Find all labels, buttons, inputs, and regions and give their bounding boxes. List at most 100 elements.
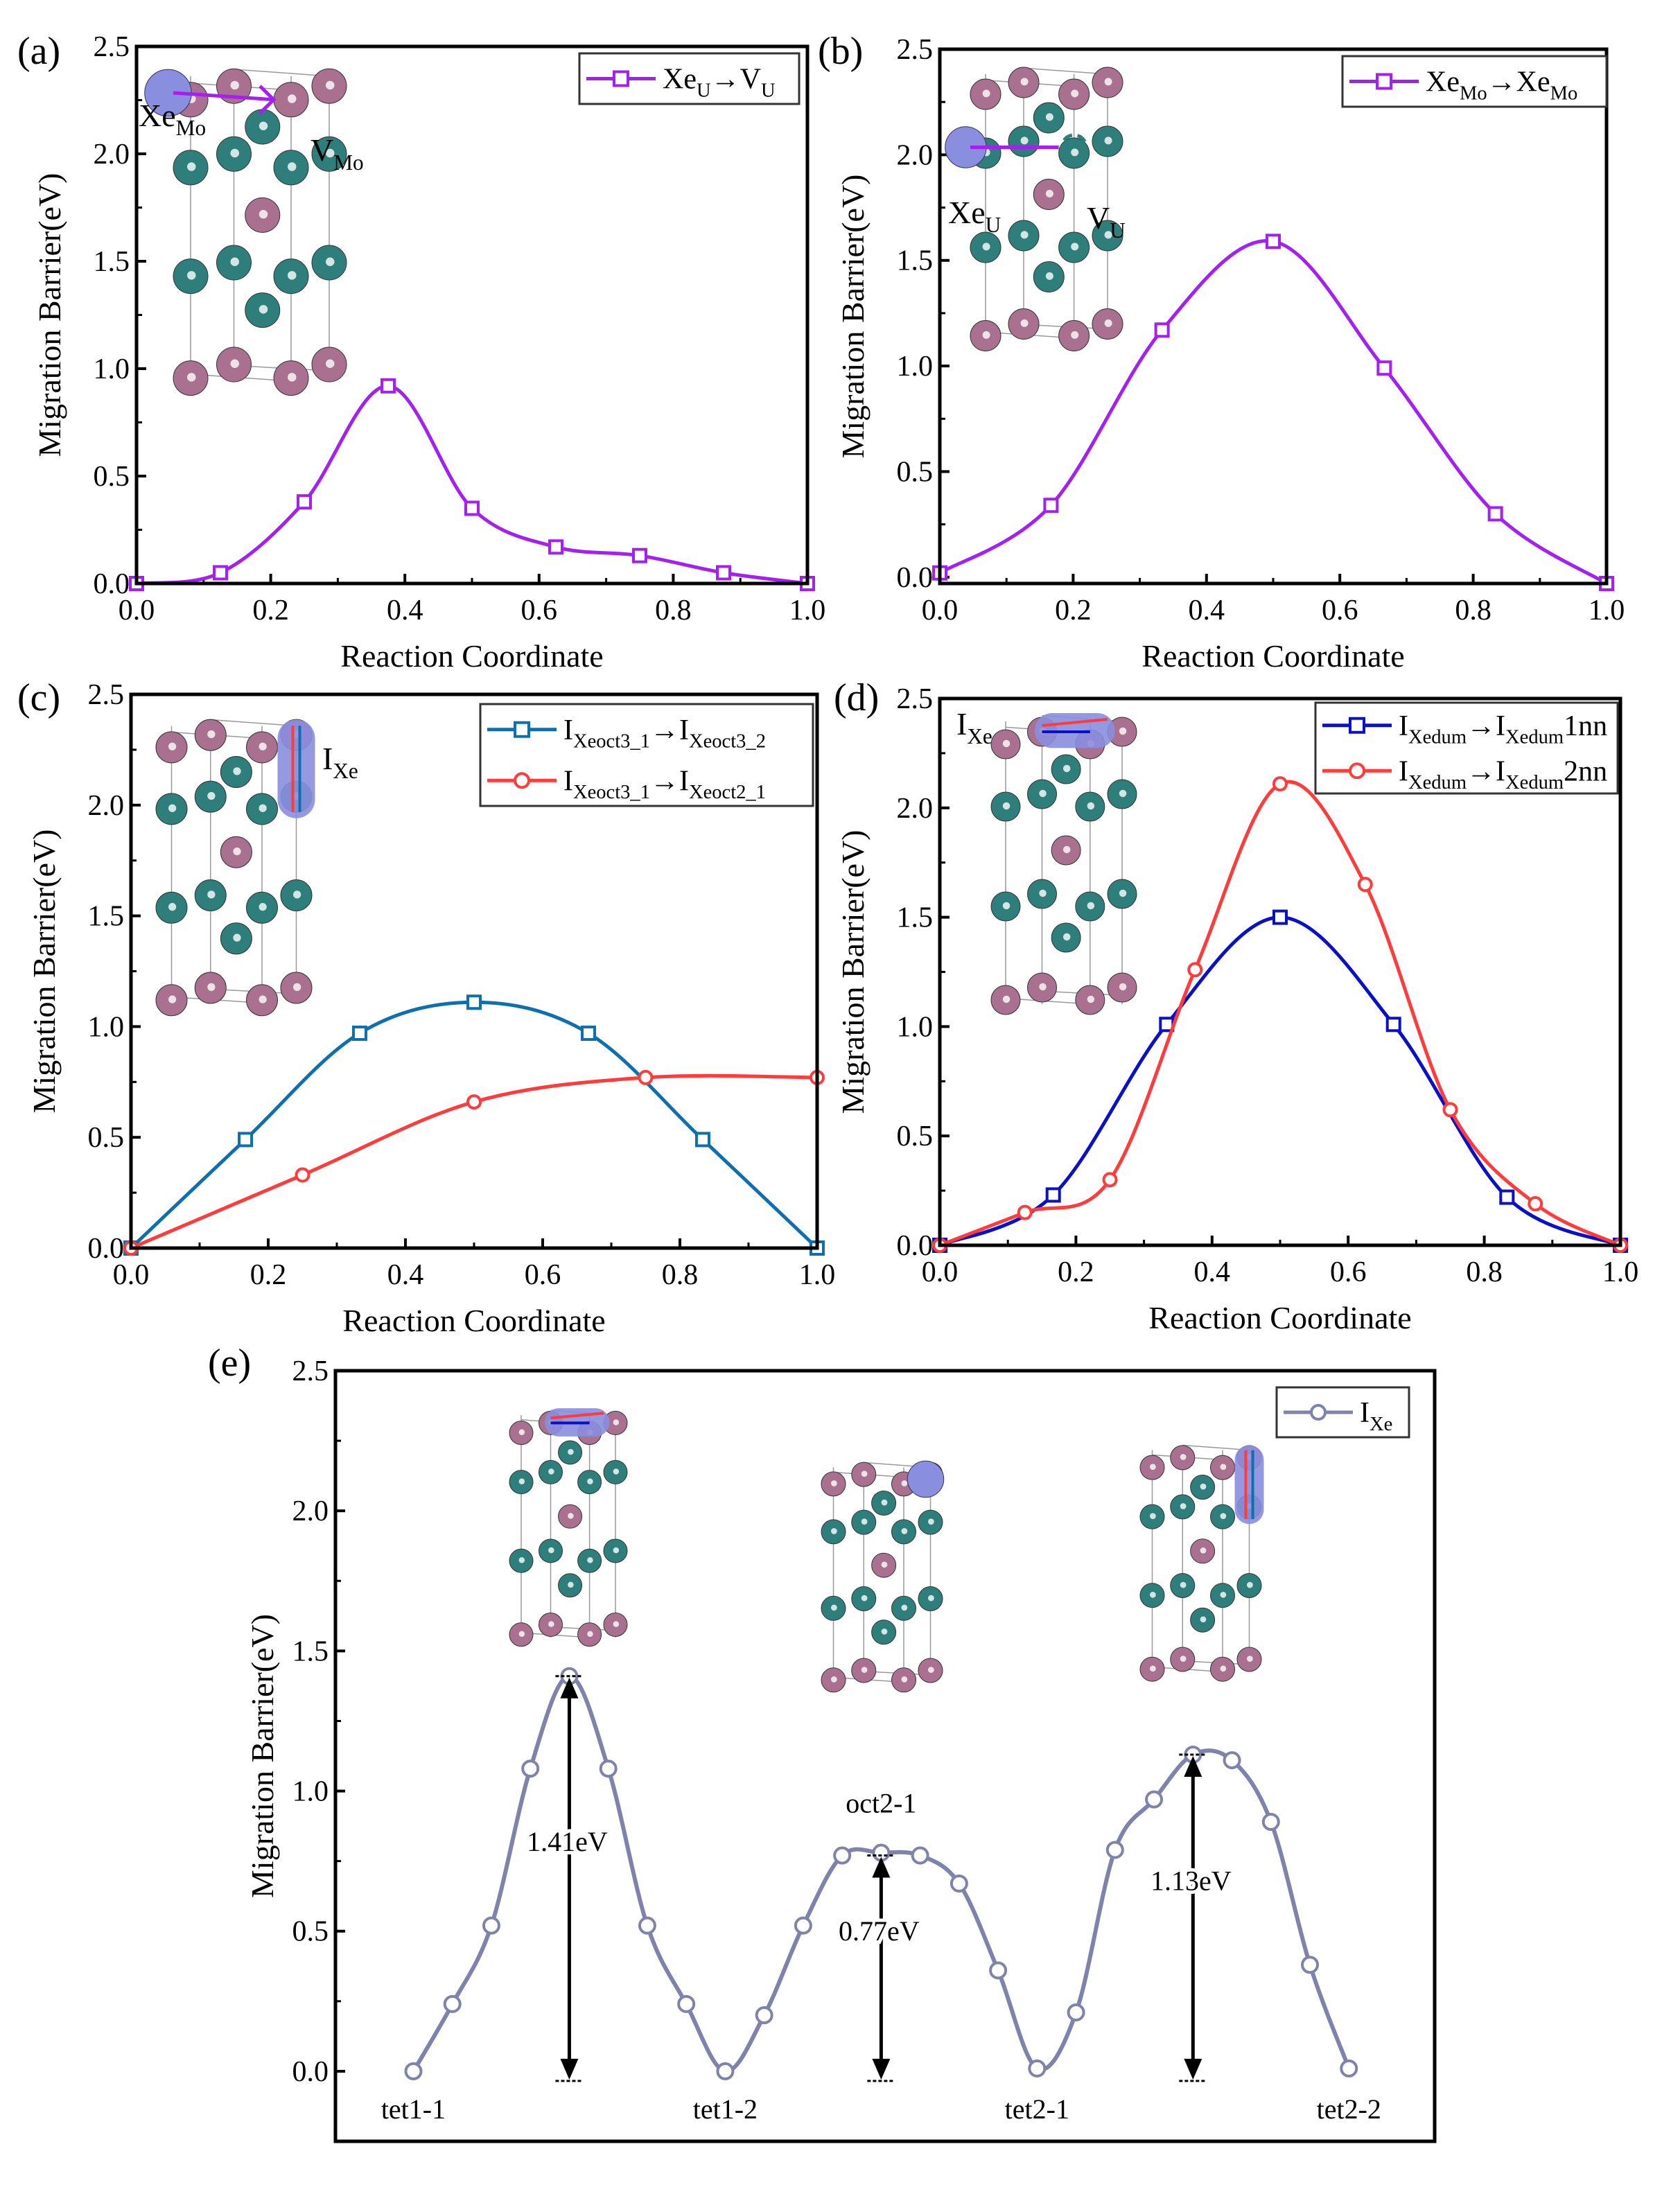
data-point-square [351,1025,367,1041]
crystal-structure-inset [155,719,315,1017]
y-tick-label: 0.5 [94,461,130,493]
atom-highlight [1104,137,1112,145]
y-tick-label: 2.0 [897,139,934,171]
y-tick-label: 0.5 [897,1121,934,1152]
text-segment: →I [650,714,689,746]
legend-label: XeMo→XeMo [1426,67,1577,105]
atom-highlight [288,373,297,382]
panel-e: (e) 0.0 0.5 1.0 1.5 2.0 2.5 Reaction Coordinate… [208,1342,1437,2212]
atom-highlight [1104,319,1112,327]
atom-highlight [518,1478,525,1484]
migration-arrow-icon [173,85,277,115]
atom-highlight [187,271,196,280]
atom-highlight [168,804,177,812]
atom-highlight [1071,243,1079,251]
data-point-square [1045,1187,1061,1203]
x-tick-label: 0.6 [521,595,558,626]
atom-highlight [1087,995,1095,1003]
x-axis-title: Reaction Coordinate [342,1303,605,1338]
y-axis-title: Migration Barrier(eV) [835,174,871,458]
data-point-circle [1187,962,1203,978]
data-point-circle [833,1846,852,1865]
data-point-circle [638,1069,654,1085]
atom-highlight [587,1631,593,1638]
atom-highlight [901,1604,908,1611]
x-tick-label: 0.4 [387,595,423,626]
atom-highlight [587,1478,593,1484]
x-tick-label: 0.0 [119,595,155,626]
text-segment: I [956,706,967,741]
atom-highlight [1045,272,1053,280]
data-point-circle [638,1916,656,1935]
series-line [136,384,808,586]
data-point-square [1154,322,1170,338]
series-steelblue [123,994,825,1256]
atom-highlight [901,1676,908,1683]
x-tick-label: 0.6 [525,1259,561,1291]
data-point-square [1376,73,1392,90]
atom-highlight [982,331,990,339]
inset-label: VMo [310,132,364,175]
text-segment: Xe [139,98,176,133]
atom-highlight [326,148,335,158]
data-point-square [716,565,731,581]
data-point-square [464,500,480,516]
y-tick-label: 1.0 [292,1776,329,1808]
atom-highlight [326,359,335,368]
data-point-square [548,539,563,555]
data-point-circle [1223,1751,1241,1770]
legend-box [1314,701,1619,795]
y-tick-label: 0.5 [292,1916,329,1948]
cell-edge [1023,67,1108,75]
series-purple [932,234,1614,591]
y-tick-label: 1.5 [292,1635,329,1667]
legend-label: IXedum→IXedum2nn [1399,755,1607,793]
data-point-square [613,70,629,87]
atom-highlight [1071,148,1079,157]
y-tick-label: 0.5 [897,456,934,488]
y-axis-title: Migration Barrier(eV) [32,173,67,457]
atom-highlight [1087,802,1095,810]
subscript: U [761,80,776,101]
atom-highlight [928,1667,934,1673]
state-label: tet2-1 [1005,2094,1069,2125]
data-point-circle [1017,1204,1033,1220]
plot-frame [129,692,819,1250]
inset-label: IXe [322,741,358,783]
atom-highlight [326,80,335,90]
data-point-circle [1528,1196,1543,1212]
atom-highlight [1150,1591,1156,1598]
text-segment: 1nn [1564,710,1607,742]
atom-highlight [1150,1464,1156,1471]
data-point-square [1349,717,1365,734]
inset-label: IXe [956,706,992,748]
panel-d: (d) 0.0 0.5 1.0 1.5 2.0 2.5 0.0 0.2 0.4 0.6 0.8 1.0 R… [834,676,1638,1335]
atom-highlight [1020,319,1029,327]
y-tick-label: 1.0 [88,1011,125,1043]
atom-highlight [548,1547,554,1554]
atom-highlight [207,791,216,800]
atom-highlight [1045,113,1053,121]
cell-edge [210,719,297,727]
y-tick-label: 2.0 [88,790,125,822]
x-tick-label: 0.4 [1189,595,1225,626]
y-tick-label: 0.0 [94,568,130,600]
y-axis-title: Migration Barrier(eV) [26,829,62,1113]
atom-highlight [1039,889,1047,897]
y-tick-label: 1.5 [94,246,130,278]
series-navy [932,909,1628,1253]
x-tick-label: 0.4 [1194,1256,1231,1288]
atom-highlight [1200,1547,1207,1554]
panel-label: (d) [834,676,879,719]
subscript: Mo [1460,82,1487,104]
panel-label: (e) [208,1342,251,1385]
atom-highlight [230,257,239,266]
atom-highlight [831,1676,837,1683]
text-segment: I [1399,710,1408,742]
atom-highlight [259,742,267,750]
subscript: Mo [1550,82,1578,104]
xe-path-icon [1234,1445,1264,1525]
crystal-tet2 [1139,1444,1264,1682]
subscript: Xedum [1505,727,1564,748]
panel-label: (a) [17,30,60,73]
